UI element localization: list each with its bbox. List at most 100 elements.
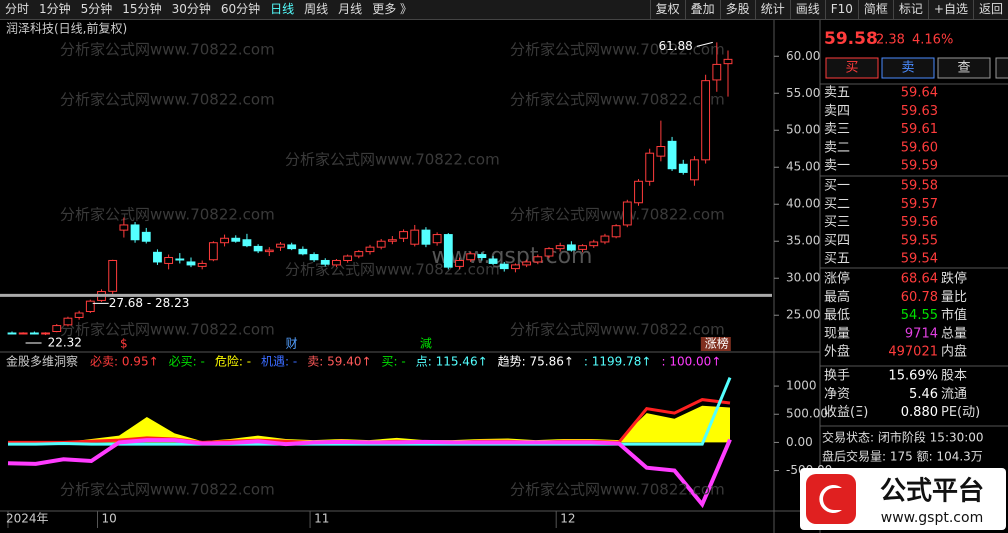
annotation-arrow [696, 41, 713, 47]
candle-body [432, 234, 442, 244]
book-label: 卖二 [824, 140, 850, 155]
stat-label: 涨停 [824, 271, 850, 287]
candle-body [511, 264, 520, 270]
event-badge [700, 337, 731, 351]
stat-value: 60.78 [901, 290, 938, 305]
toolbar-item[interactable]: 更多 》 [372, 2, 413, 16]
toolbar-item[interactable]: 简框 [857, 0, 893, 19]
candle-body [186, 261, 196, 266]
candle-body [365, 246, 375, 253]
trade-button[interactable] [937, 57, 991, 79]
logo-name: 公式平台 [880, 476, 984, 507]
toolbar-item[interactable]: 分时 [5, 2, 30, 16]
toolbar-item[interactable]: 画线 [789, 0, 825, 19]
candle-body [555, 245, 565, 250]
stat-label: 最低 [824, 308, 850, 323]
toolbar-item[interactable]: 周线 [304, 2, 329, 16]
trade-button-label: 卖 [901, 61, 914, 76]
indicator-title: 金股多维洞察 [6, 354, 78, 369]
x-tick-label: 12 [560, 512, 575, 526]
finance-label: 流通 [941, 387, 967, 402]
indicator-line [8, 377, 732, 446]
candle-body [455, 259, 464, 267]
indicator-legend: 危险: - [215, 354, 251, 369]
candle-body [488, 258, 498, 264]
toolbar-item[interactable]: 1分钟 [39, 2, 71, 16]
y-tick-label: 35.00 [786, 234, 820, 248]
candle-body [63, 317, 73, 326]
toolbar-item[interactable]: +自选 [927, 0, 973, 19]
candle-body [41, 332, 50, 335]
candle-body [578, 245, 587, 250]
watermark: 分析家公式网www.70822.com [60, 41, 275, 59]
watermark: 分析家公式网www.70822.com [60, 206, 275, 224]
toolbar-item[interactable]: 统计 [754, 0, 790, 19]
book-label: 买二 [824, 197, 850, 212]
candle-body [220, 237, 229, 244]
watermark: 分析家公式网www.70822.com [510, 481, 725, 499]
candle-body [421, 229, 431, 245]
event-marker: 涨榜 [705, 336, 729, 351]
toolbar-item[interactable]: F10 [824, 0, 858, 19]
candle-body [141, 231, 151, 242]
x-tick-label: 2024年 [6, 512, 49, 526]
watermark: 分析家公式网www.70822.com [285, 151, 500, 169]
toolbar-item[interactable]: 返回 [972, 0, 1008, 19]
stat-label: 最高 [824, 289, 850, 305]
book-label: 买三 [824, 215, 850, 230]
toolbar-item[interactable]: 标记 [892, 0, 928, 19]
toolbar-item[interactable]: 日线 [270, 2, 295, 16]
candle-body [443, 234, 453, 268]
stat-label: 量比 [941, 290, 967, 305]
candle-body [197, 262, 207, 267]
candle-body [645, 152, 655, 182]
toolbar-item[interactable]: 多股 [719, 0, 755, 19]
candle-body [600, 235, 610, 243]
candle-body [622, 201, 632, 226]
book-price: 59.57 [901, 197, 938, 212]
candle-body [499, 263, 509, 270]
trade-button[interactable] [825, 57, 879, 79]
finance-label: 收益(Ξ) [824, 405, 868, 420]
candle-body [231, 237, 241, 242]
candle-body [343, 255, 353, 261]
book-price: 59.54 [901, 252, 938, 267]
candle-body [29, 332, 39, 335]
candle-body [7, 332, 17, 335]
spacer [417, 0, 650, 19]
y-tick-label: 45.00 [786, 160, 820, 174]
candle-body [332, 259, 341, 266]
trade-button-label: 查 [957, 61, 970, 76]
stat-value: 68.64 [901, 272, 938, 287]
y-tick-label: 0.00 [786, 435, 813, 449]
indicator-legend: 点: 115.46↑ [416, 355, 488, 369]
candle-body [320, 259, 330, 265]
toolbar-item[interactable]: 60分钟 [220, 2, 261, 16]
book-price: 59.56 [901, 215, 938, 230]
y-tick-label: 30.00 [786, 271, 820, 285]
toolbar-item[interactable]: 15分钟 [122, 2, 162, 16]
toolbar-item[interactable]: 叠加 [684, 0, 720, 19]
candle-body [477, 254, 487, 259]
watermark: 分析家公式网www.70822.com [510, 206, 725, 224]
annotation: 61.88 [658, 39, 692, 53]
trade-status: 交易状态: 闭市阶段 15:30:00 [822, 430, 984, 445]
finance-label: PE(动) [941, 405, 980, 420]
toolbar-item[interactable]: 月线 [338, 2, 363, 16]
candle-body [399, 231, 408, 239]
indicator-legend: 买: - [382, 355, 406, 369]
candle-body [130, 224, 140, 241]
finance-value: 0.880 [901, 405, 938, 420]
trade-button[interactable] [881, 57, 935, 79]
candle-body [387, 239, 397, 242]
watermark: 分析家公式网www.70822.com [510, 321, 725, 339]
stat-label: 现量 [824, 326, 850, 341]
candle-body [701, 80, 711, 161]
watermark: 分析家公式网www.70822.com [60, 321, 275, 339]
event-marker: 減 [420, 336, 432, 351]
toolbar-item[interactable]: 5分钟 [80, 2, 113, 16]
toolbar-item[interactable]: 30分钟 [171, 2, 211, 16]
candle-body [309, 254, 319, 261]
toolbar-item[interactable]: 复权 [649, 0, 685, 19]
